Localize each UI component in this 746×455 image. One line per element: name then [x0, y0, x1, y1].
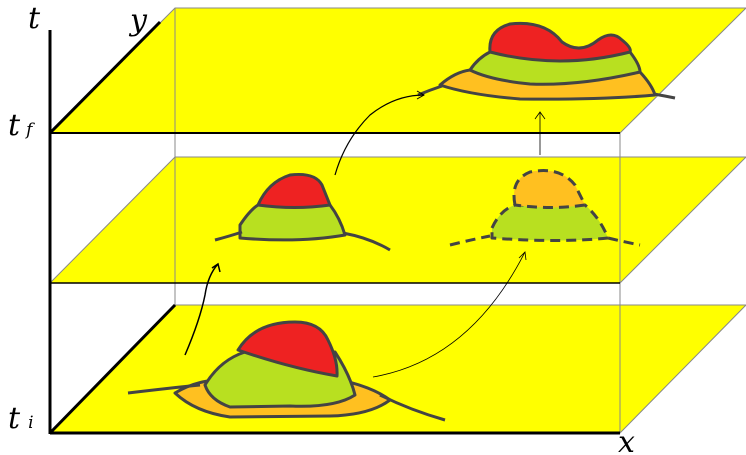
level-subscript: i — [28, 413, 33, 433]
diagram: t y x tf ti — [0, 0, 746, 455]
axis-label-x: x — [618, 425, 635, 455]
level-label-t: t — [8, 108, 21, 143]
level-label-t: t — [8, 401, 21, 436]
plane-middle — [50, 157, 746, 283]
level-subscript: f — [24, 120, 35, 140]
axis-label-t: t — [28, 1, 41, 36]
axis-label-y: y — [128, 3, 148, 38]
